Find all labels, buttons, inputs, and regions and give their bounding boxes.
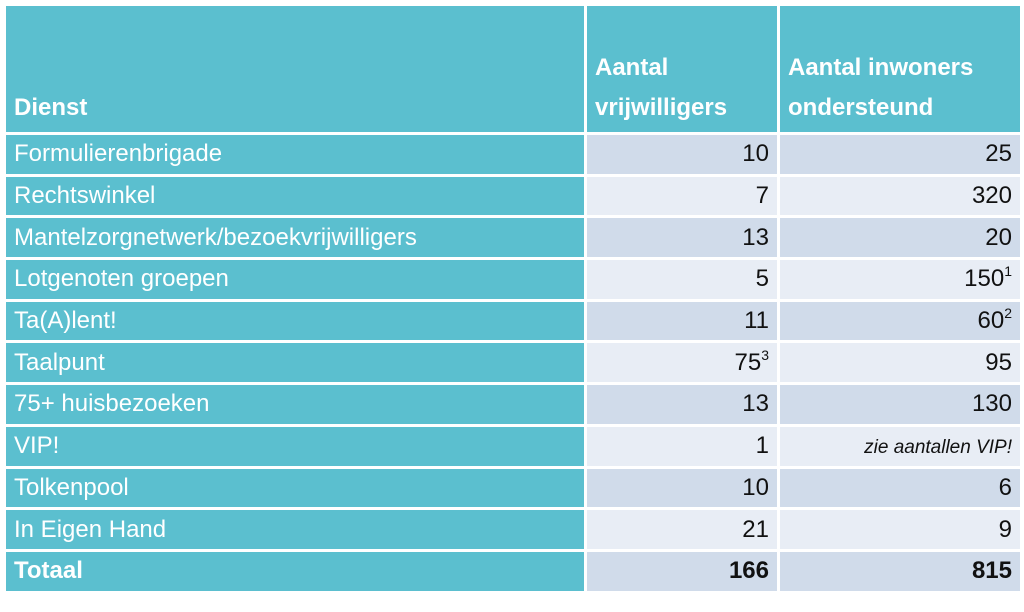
table-cell: 166 [587,551,777,591]
table-cell: 21 [587,510,777,549]
cell-text: 13 [742,223,769,251]
table-cell: In Eigen Hand [6,510,584,549]
footnote-mark: 1 [1004,263,1012,280]
table-cell: Lotgenoten groepen [6,260,584,299]
cell-text: 11 [744,307,769,335]
table-cell: VIP! [6,426,584,466]
table-cell: 5 [587,260,777,299]
cell-text: zie aantallen VIP! [864,437,1012,459]
table-row: 75+ huisbezoeken 13 130 [6,385,1020,424]
table-cell: 1501 [780,260,1020,299]
cell-text: Ta(A)lent! [14,307,117,335]
cell-text: 10 [742,140,769,168]
cell-text: 166 [728,557,769,585]
cell-text: 75 [734,348,762,376]
table-cell: 602 [780,301,1020,341]
cell-text: 5 [755,265,769,293]
table-row: Tolkenpool 10 6 [6,468,1020,508]
table-cell: 75+ huisbezoeken [6,385,584,424]
table-cell: Taalpunt [6,343,584,383]
table-row: Formulierenbrigade 10 25 [6,135,1020,174]
table-row: Lotgenoten groepen 5 1501 [6,260,1020,299]
table-cell: 7 [587,176,777,216]
cell-text: 6 [998,473,1012,501]
table-row: VIP! 1 zie aantallen VIP! [6,426,1020,466]
cell-text: 320 [971,182,1012,210]
table-cell: zie aantallen VIP! [780,426,1020,466]
cell-text: Taalpunt [14,348,105,376]
footnote-mark: 2 [1004,305,1012,322]
cell-text: 20 [985,223,1012,251]
table-cell: Ta(A)lent! [6,301,584,341]
header-row: Dienst Aantal vrijwilligers Aantal inwon… [6,6,1020,132]
header-cell: Dienst [6,6,584,132]
footnote-mark: 3 [761,346,769,363]
cell-text: 9 [998,515,1012,543]
table-cell: Mantelzorgnetwerk/bezoekvrijwilligers [6,218,584,258]
cell-text: 10 [742,473,769,501]
table: Dienst Aantal vrijwilligers Aantal inwon… [3,3,1023,594]
cell-text: 95 [985,348,1012,376]
cell-text: Formulierenbrigade [14,140,223,168]
table-cell: 95 [780,343,1020,383]
header-cell: Aantal vrijwilligers [587,6,777,132]
table-cell: 6 [780,468,1020,508]
table-row: Totaal 166 815 [6,551,1020,591]
cell-text: Totaal [14,557,83,585]
cell-text: VIP! [14,432,60,460]
table-cell: 815 [780,551,1020,591]
cell-text: In Eigen Hand [14,515,167,543]
cell-text: 7 [755,182,769,210]
table-cell: 13 [587,385,777,424]
table-cell: 10 [587,468,777,508]
cell-text: 60 [977,307,1005,335]
cell-text: Mantelzorgnetwerk/bezoekvrijwilligers [14,223,417,251]
table-cell: 1 [587,426,777,466]
table-cell: Rechtswinkel [6,176,584,216]
table-row: Mantelzorgnetwerk/bezoekvrijwilligers 13 2… [6,218,1020,258]
table-cell: 13 [587,218,777,258]
table-row: Rechtswinkel 7 320 [6,176,1020,216]
cell-text: 75+ huisbezoeken [14,390,210,418]
table-row: In Eigen Hand 21 9 [6,510,1020,549]
table-cell: 10 [587,135,777,174]
table-cell: 130 [780,385,1020,424]
cell-text: 130 [971,390,1012,418]
table-cell: 25 [780,135,1020,174]
table-cell: Totaal [6,551,584,591]
cell-text: Tolkenpool [14,473,129,501]
table-row: Taalpunt 753 95 [6,343,1020,383]
cell-text: 25 [985,140,1012,168]
table-cell: Tolkenpool [6,468,584,508]
cell-text: 13 [742,390,769,418]
table-cell: 11 [587,301,777,341]
cell-text: Lotgenoten groepen [14,265,229,293]
cell-text: 1 [755,432,769,460]
table-cell: 320 [780,176,1020,216]
cell-text: 150 [964,265,1005,293]
header-cell: Aantal inwoners ondersteund [780,6,1020,132]
cell-text: Rechtswinkel [14,182,156,210]
cell-text: 21 [742,515,769,543]
table-cell: 753 [587,343,777,383]
cell-text: 815 [971,557,1012,585]
table-body: Formulierenbrigade 10 25 Rechtswinkel 7 320 Ma… [6,135,1020,591]
table-cell: 20 [780,218,1020,258]
table-cell: Formulierenbrigade [6,135,584,174]
table-cell: 9 [780,510,1020,549]
table-row: Ta(A)lent! 11 602 [6,301,1020,341]
